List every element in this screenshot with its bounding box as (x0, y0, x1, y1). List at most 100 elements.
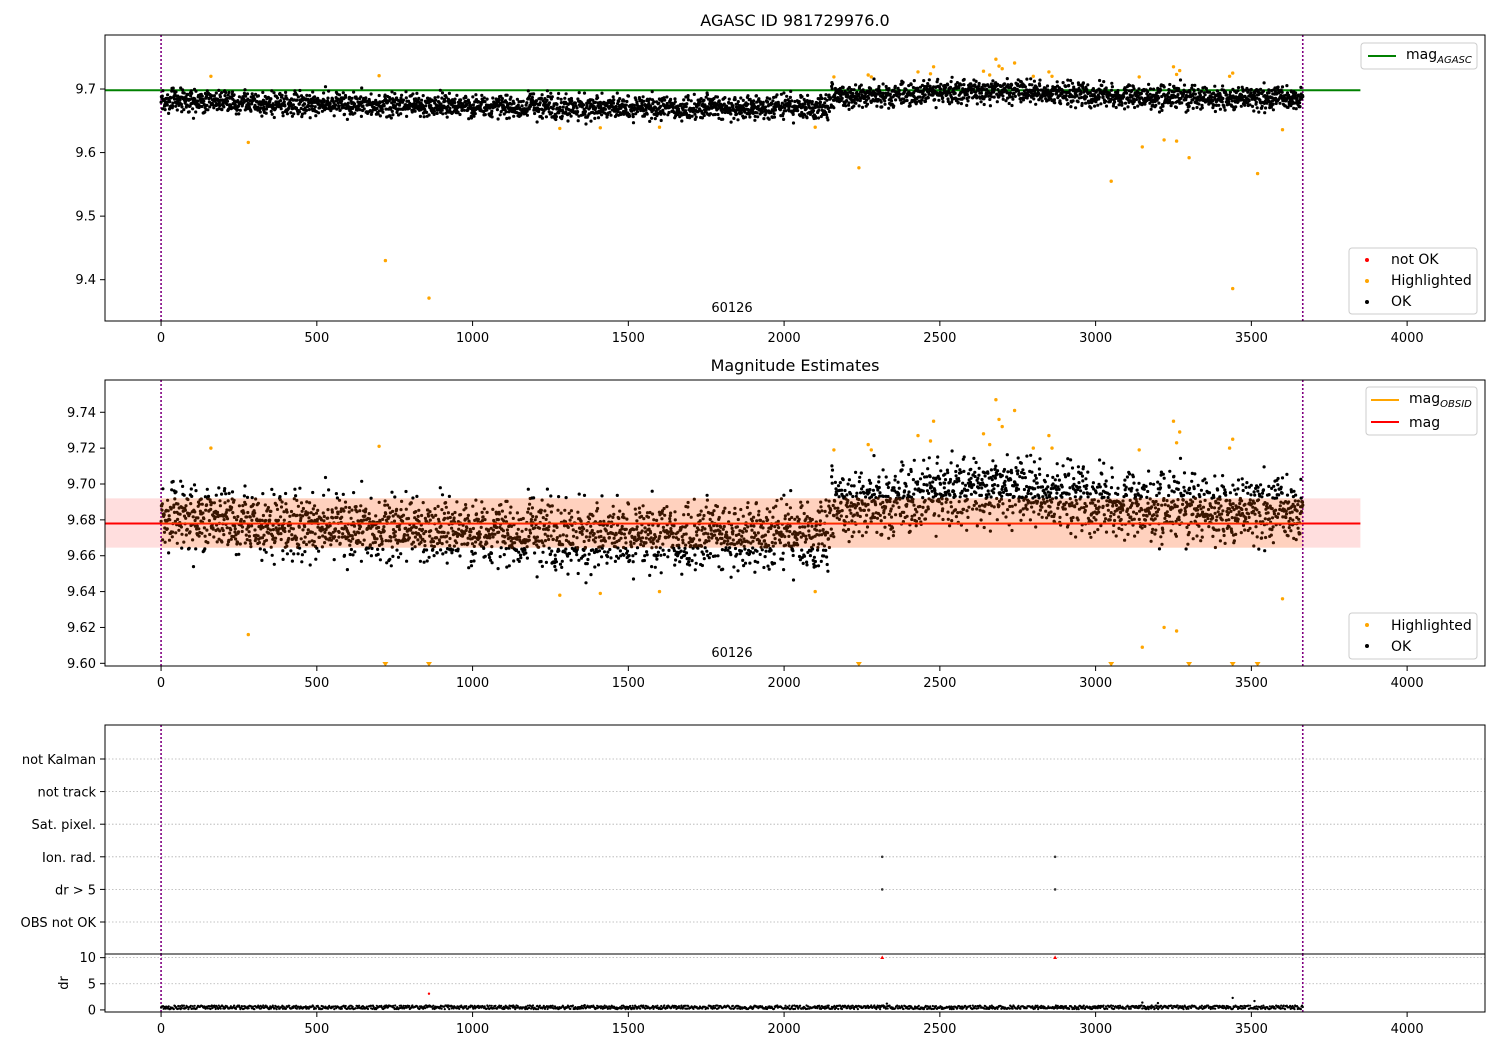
ok-point (498, 555, 502, 559)
ok-point (473, 551, 477, 555)
ok-point (1279, 93, 1283, 98)
ok-point (358, 540, 362, 544)
ok-point (274, 503, 279, 507)
ok-point (1278, 101, 1282, 105)
ok-point (221, 528, 225, 533)
ok-point (593, 100, 598, 104)
ok-point (261, 525, 265, 530)
ok-point (327, 89, 331, 93)
ok-point (919, 101, 923, 105)
ok-point (220, 492, 224, 496)
ok-point (292, 112, 296, 116)
ok-point (406, 533, 410, 537)
ok-point (427, 113, 431, 117)
ok-point (224, 492, 228, 496)
ok-point (432, 554, 436, 558)
ok-point (541, 541, 545, 545)
ok-point (314, 557, 318, 561)
ok-point (333, 535, 337, 539)
ok-point (1221, 96, 1225, 101)
ok-point (256, 534, 260, 538)
ok-point (1104, 99, 1108, 103)
ok-point (426, 514, 431, 518)
ok-point (179, 102, 183, 106)
ok-point (879, 100, 883, 104)
ok-point (515, 532, 519, 536)
ok-point (535, 535, 540, 539)
ok-point (340, 99, 344, 103)
ok-point (1171, 101, 1175, 105)
ok-point (429, 104, 433, 108)
ok-point (420, 527, 425, 532)
ok-point (827, 109, 832, 114)
ok-point (491, 96, 495, 100)
ok-point (748, 115, 752, 119)
ok-point (490, 109, 494, 113)
ok-point (466, 513, 470, 518)
ok-point (301, 96, 305, 100)
ok-point (230, 490, 235, 494)
ok-point (300, 115, 304, 119)
ok-point (322, 91, 326, 95)
ok-point (782, 117, 786, 121)
ok-point (889, 99, 894, 103)
ok-point (245, 495, 250, 499)
ok-point (348, 552, 352, 557)
ok-point (399, 112, 403, 116)
ok-point (243, 88, 247, 92)
ok-point (250, 92, 254, 96)
ok-point (965, 92, 969, 97)
ok-point (247, 534, 251, 538)
ok-point (557, 91, 561, 96)
ok-point (653, 117, 657, 121)
ok-point (493, 105, 497, 109)
ok-point (991, 79, 995, 83)
ok-point (431, 539, 436, 544)
ok-point (1228, 90, 1232, 94)
ok-point (444, 550, 448, 554)
ok-point (312, 540, 316, 544)
ok-point (353, 550, 357, 554)
ok-point (236, 104, 241, 108)
ok-point (381, 517, 385, 522)
ok-point (402, 533, 407, 537)
ok-point (180, 105, 184, 109)
ok-point (1182, 83, 1187, 87)
ok-point (359, 504, 363, 508)
x-tick-label: 4000 (1391, 331, 1424, 346)
ok-point (1223, 108, 1227, 112)
ok-point (349, 547, 353, 552)
ok-point (1158, 88, 1163, 92)
ok-point (491, 507, 495, 511)
ok-point (544, 115, 549, 119)
ok-point (375, 106, 379, 111)
ok-point (923, 93, 927, 97)
ok-point (1301, 94, 1305, 99)
ok-point (293, 487, 297, 491)
ok-point (211, 527, 215, 531)
ok-point (569, 114, 573, 118)
ok-point (455, 93, 459, 97)
ok-point (465, 102, 469, 107)
ok-point (249, 542, 253, 546)
ok-point (388, 557, 392, 561)
ok-point (505, 499, 509, 503)
ok-point (535, 575, 539, 579)
ok-point (424, 104, 428, 108)
ok-point (1086, 83, 1090, 87)
ok-point (753, 118, 757, 122)
ok-point (1147, 82, 1151, 86)
ok-point (495, 525, 499, 530)
ok-point (413, 545, 417, 549)
ok-point (452, 544, 456, 548)
ok-point (723, 96, 727, 100)
ok-point (1157, 101, 1161, 105)
ok-point (268, 514, 272, 518)
ok-point (445, 540, 449, 544)
ok-point (387, 515, 391, 519)
ok-point (334, 506, 338, 510)
ok-point (306, 511, 310, 515)
ok-point (391, 554, 395, 559)
ok-point (547, 537, 551, 542)
